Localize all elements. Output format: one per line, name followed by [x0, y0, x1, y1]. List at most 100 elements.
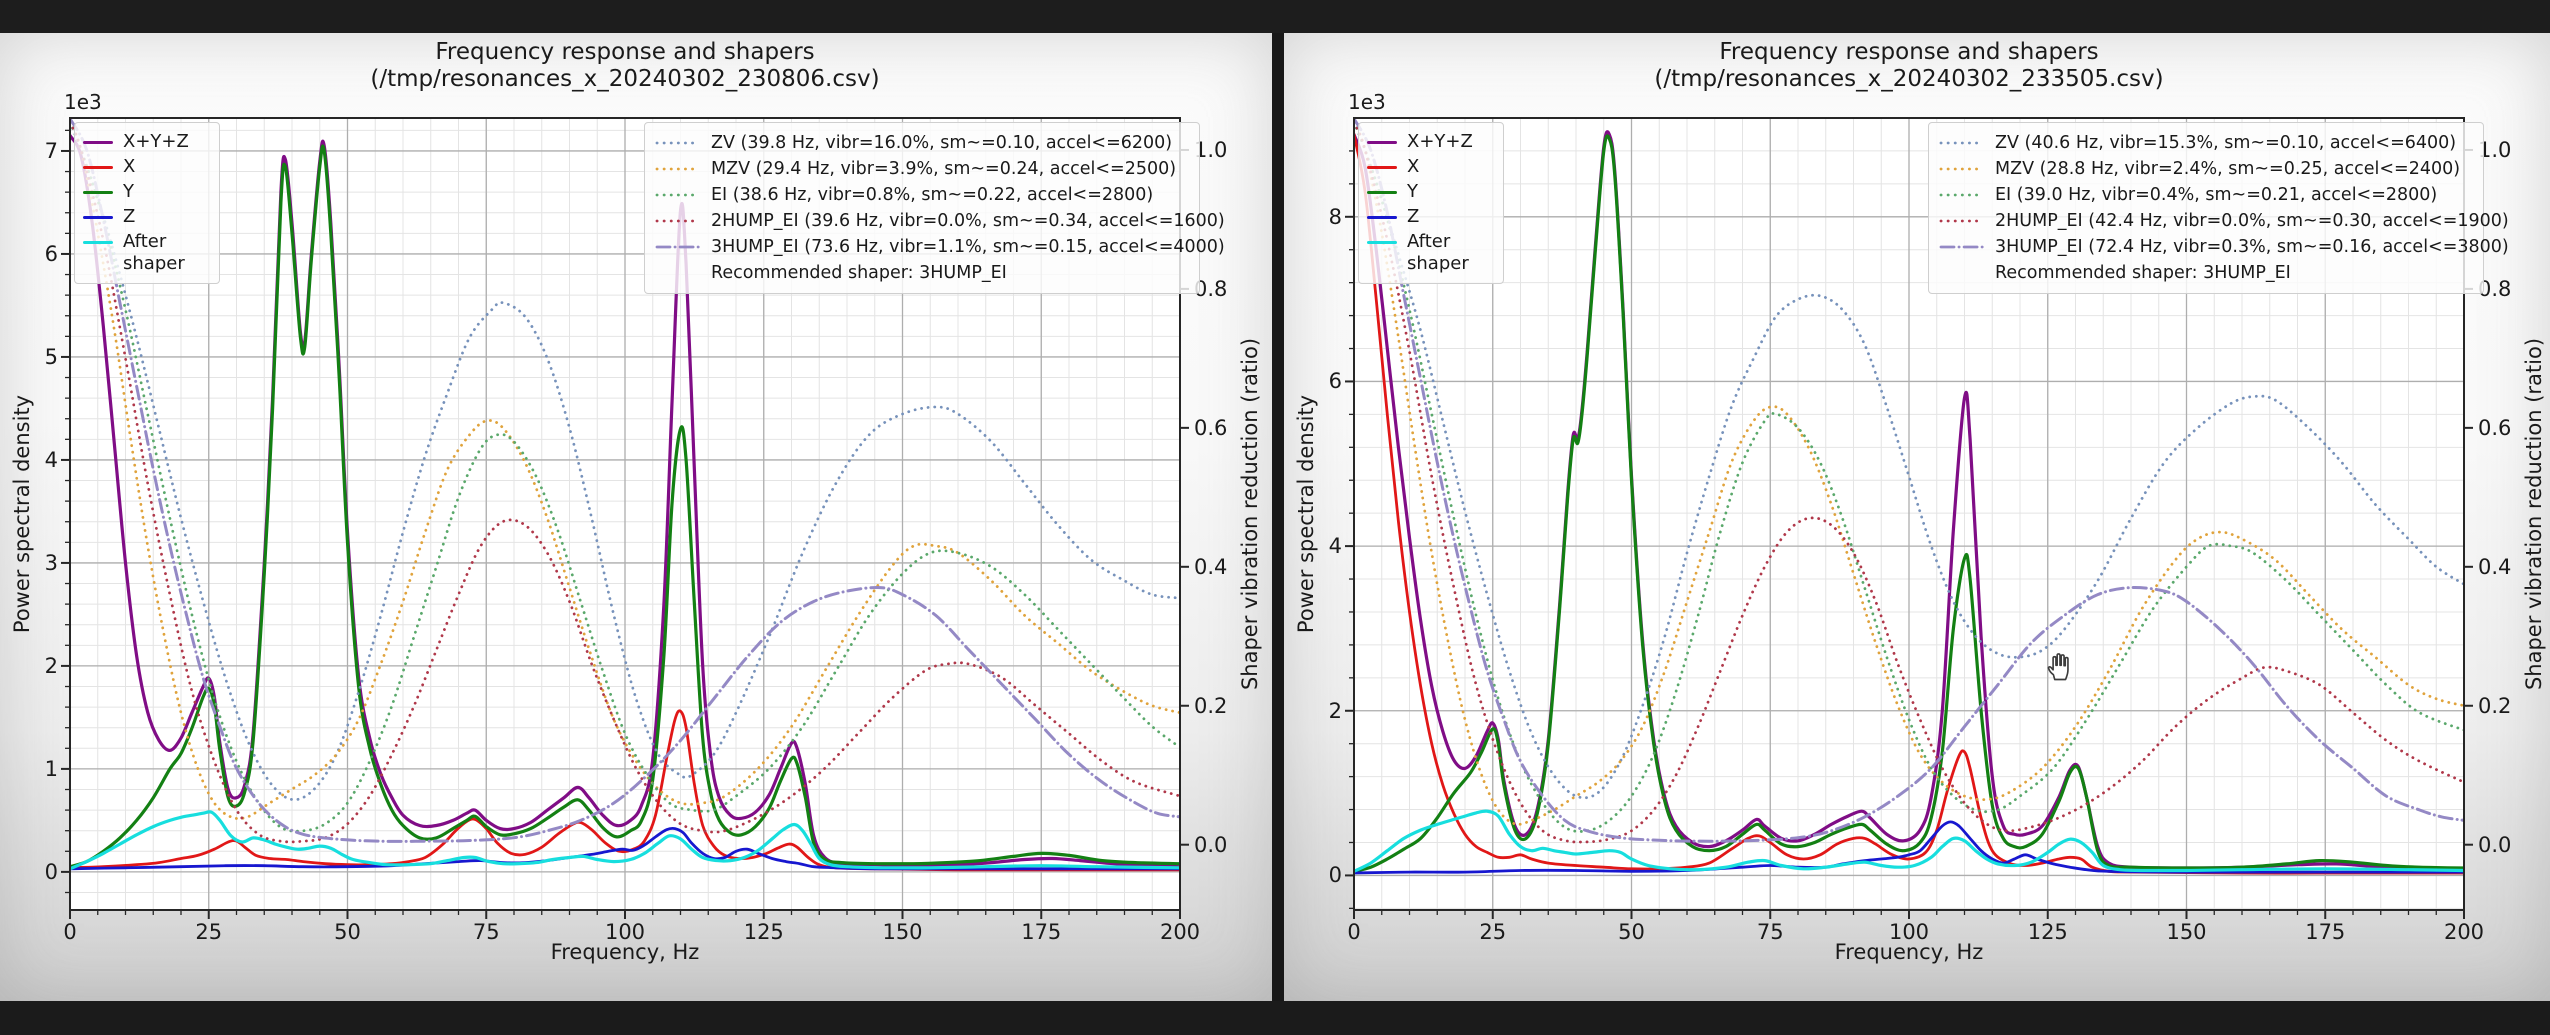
legend-label: 2HUMP_EI (39.6 Hz, vibr=0.0%, sm~=0.34, …	[711, 211, 1225, 231]
y-tick: 0	[1328, 863, 1342, 888]
legend-label: ZV (39.8 Hz, vibr=16.0%, sm~=0.10, accel…	[711, 133, 1173, 153]
legend-line-sample	[83, 191, 113, 194]
x-tick: 100	[1888, 920, 1930, 944]
x-axis-label: Frequency, Hz	[550, 940, 700, 964]
chart-title-line1: Frequency response and shapers	[1719, 39, 2099, 65]
legend-line-sample	[655, 167, 701, 171]
legend-line-sample	[1939, 245, 1985, 249]
shaper-legend-entry: ZV (39.8 Hz, vibr=16.0%, sm~=0.10, accel…	[655, 131, 1189, 155]
legend-label: MZV (29.4 Hz, vibr=3.9%, sm~=0.24, accel…	[711, 159, 1177, 179]
axes-legend: X+Y+Z X Y Z After shaper	[74, 122, 220, 284]
x-tick: 75	[472, 920, 500, 944]
legend-entry: X+Y+Z	[83, 131, 211, 153]
legend-line-sample	[1939, 193, 1985, 197]
legend-label: X+Y+Z	[1407, 131, 1473, 152]
x-tick: 200	[2443, 920, 2485, 944]
legend-label: ZV (40.6 Hz, vibr=15.3%, sm~=0.10, accel…	[1995, 133, 2457, 153]
legend-line-sample	[655, 141, 701, 145]
x-tick: 50	[334, 920, 361, 944]
legend-line-sample	[1367, 141, 1397, 144]
y-axis-label: Power spectral density	[10, 394, 34, 634]
legend-entry: X	[83, 156, 211, 178]
legend-entry: After shaper	[83, 231, 211, 275]
y-tick: 2	[44, 653, 58, 678]
x-axis-label: Frequency, Hz	[1834, 940, 1984, 964]
chart-title-line2: (/tmp/resonances_x_20240302_233505.csv)	[1654, 66, 2164, 92]
x-tick: 125	[2027, 920, 2068, 944]
y-tick: 5	[44, 344, 58, 369]
legend-label: After shaper	[1407, 231, 1469, 274]
x-tick: 0	[63, 920, 77, 944]
y2-tick: 0.4	[2478, 554, 2512, 579]
x-tick: 100	[604, 920, 646, 944]
y2-tick: 0.6	[1194, 415, 1228, 440]
legend-line-sample	[655, 267, 701, 279]
shaper-legend-entry: MZV (29.4 Hz, vibr=3.9%, sm~=0.24, accel…	[655, 157, 1189, 181]
legend-line-sample	[1367, 216, 1397, 219]
x-tick: 75	[1756, 920, 1784, 944]
y-tick: 8	[1328, 204, 1342, 229]
right-resonance-figure: Frequency response and shapers (/tmp/res…	[1284, 33, 2550, 1001]
y2-tick: 0.4	[1194, 554, 1228, 579]
y-axis-offset-label: 1e3	[1348, 90, 1386, 114]
legend-line-sample	[83, 141, 113, 144]
legend-line-sample	[1367, 191, 1397, 194]
y2-axis-label: Shaper vibration reduction (ratio)	[1238, 337, 1262, 691]
x-tick: 0	[1347, 920, 1361, 944]
y-tick: 4	[44, 447, 58, 472]
left-resonance-figure: Frequency response and shapers (/tmp/res…	[0, 33, 1272, 1001]
y-tick: 2	[1328, 698, 1342, 723]
y-axis-label: Power spectral density	[1294, 394, 1318, 634]
legend-entry: Y	[1367, 181, 1495, 203]
legend-line-sample	[83, 166, 113, 169]
y-tick: 0	[44, 859, 58, 884]
legend-line-sample	[655, 219, 701, 223]
y2-tick: 0.0	[1194, 832, 1228, 857]
x-tick: 150	[882, 920, 923, 944]
legend-line-sample	[1939, 267, 1985, 279]
y-tick: 6	[44, 241, 58, 266]
shaper-legend-entry: 2HUMP_EI (42.4 Hz, vibr=0.0%, sm~=0.30, …	[1939, 209, 2509, 233]
legend-entry: After shaper	[1367, 231, 1495, 275]
chart-title: Frequency response and shapers (/tmp/res…	[70, 39, 1180, 93]
chart-title: Frequency response and shapers (/tmp/res…	[1354, 39, 2464, 93]
shaper-legend-entry: Recommended shaper: 3HUMP_EI	[655, 261, 1189, 285]
legend-label: X+Y+Z	[123, 131, 189, 152]
legend-label: 3HUMP_EI (72.4 Hz, vibr=0.3%, sm~=0.16, …	[1995, 237, 2509, 257]
legend-label: Y	[123, 181, 134, 202]
legend-entry: Z	[83, 206, 211, 228]
y-tick: 6	[1328, 369, 1342, 394]
shaper-legend-entry: Recommended shaper: 3HUMP_EI	[1939, 261, 2473, 285]
legend-entry: Z	[1367, 206, 1495, 228]
legend-line-sample	[1939, 141, 1985, 145]
legend-line-sample	[1939, 167, 1985, 171]
shaper-legend-entry: 3HUMP_EI (73.6 Hz, vibr=1.1%, sm~=0.15, …	[655, 235, 1225, 259]
legend-label: 2HUMP_EI (42.4 Hz, vibr=0.0%, sm~=0.30, …	[1995, 211, 2509, 231]
legend-label: After shaper	[123, 231, 185, 274]
legend-label: Z	[1407, 206, 1420, 227]
y-tick: 3	[44, 550, 58, 575]
legend-label: X	[1407, 156, 1420, 177]
legend-label: Recommended shaper: 3HUMP_EI	[1995, 263, 2291, 283]
x-tick: 150	[2166, 920, 2207, 944]
legend-label: EI (39.0 Hz, vibr=0.4%, sm~=0.21, accel<…	[1995, 185, 2438, 205]
chart-title-line2: (/tmp/resonances_x_20240302_230806.csv)	[370, 66, 880, 92]
shaper-legend-entry: ZV (40.6 Hz, vibr=15.3%, sm~=0.10, accel…	[1939, 131, 2473, 155]
y-tick: 1	[44, 756, 58, 781]
legend-line-sample	[655, 245, 701, 249]
shaper-legend-entry: EI (38.6 Hz, vibr=0.8%, sm~=0.22, accel<…	[655, 183, 1189, 207]
legend-line-sample	[1367, 241, 1397, 244]
legend-label: Recommended shaper: 3HUMP_EI	[711, 263, 1007, 283]
shaper-legend: ZV (40.6 Hz, vibr=15.3%, sm~=0.10, accel…	[1928, 122, 2509, 294]
legend-label: EI (38.6 Hz, vibr=0.8%, sm~=0.22, accel<…	[711, 185, 1154, 205]
legend-line-sample	[83, 216, 113, 219]
legend-label: 3HUMP_EI (73.6 Hz, vibr=1.1%, sm~=0.15, …	[711, 237, 1225, 257]
legend-line-sample	[1367, 166, 1397, 169]
legend-label: Z	[123, 206, 136, 227]
y2-tick: 0.0	[2478, 832, 2512, 857]
x-tick: 25	[195, 920, 223, 944]
legend-entry: X	[1367, 156, 1495, 178]
shaper-legend-entry: EI (39.0 Hz, vibr=0.4%, sm~=0.21, accel<…	[1939, 183, 2473, 207]
x-tick: 125	[743, 920, 784, 944]
legend-line-sample	[655, 193, 701, 197]
